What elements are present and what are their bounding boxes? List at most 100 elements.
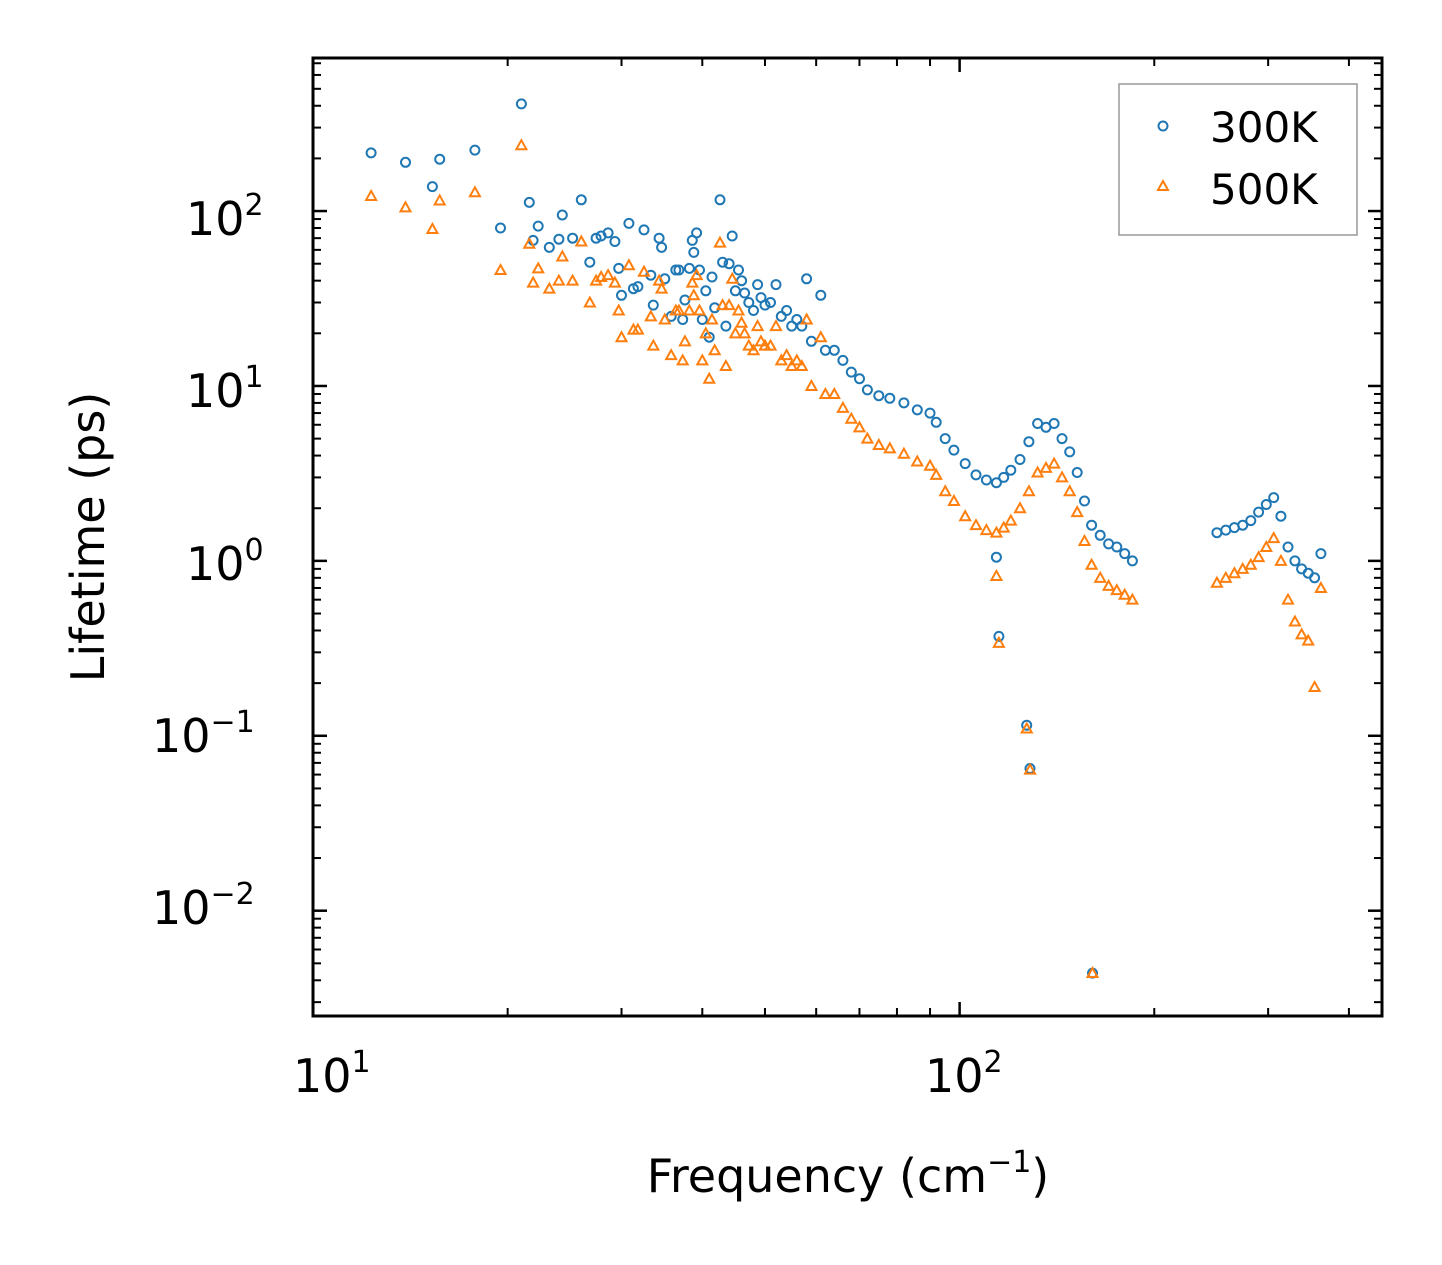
point-300k-1 <box>400 156 411 168</box>
point-300k-88 <box>998 471 1010 483</box>
point-300k-25 <box>638 224 650 236</box>
point-500k-45 <box>707 343 722 356</box>
point-500k-115 <box>1251 550 1266 563</box>
point-500k-7 <box>522 236 536 249</box>
point-300k-104 <box>1126 555 1138 567</box>
legend-500k-marker <box>1156 178 1170 191</box>
point-300k-48 <box>720 320 732 332</box>
point-300k-95 <box>1056 433 1068 445</box>
point-500k-18 <box>601 268 615 281</box>
point-300k-19 <box>609 236 621 247</box>
point-500k-75 <box>860 431 875 444</box>
point-500k-27 <box>646 338 661 351</box>
point-500k-118 <box>1274 553 1288 566</box>
point-300k-83 <box>948 444 960 456</box>
point-300k-89 <box>1005 464 1017 476</box>
point-500k-0 <box>364 188 378 201</box>
point-300k-69 <box>815 289 827 301</box>
point-500k-114 <box>1244 557 1258 570</box>
point-300k-22 <box>623 217 635 229</box>
point-300k-28 <box>653 232 665 244</box>
point-500k-44 <box>705 312 719 325</box>
point-300k-41 <box>696 314 708 325</box>
point-300k-60 <box>765 297 776 308</box>
point-300k-10 <box>543 241 555 253</box>
point-300k-3 <box>434 153 446 165</box>
point-500k-8 <box>526 275 540 288</box>
point-500k-52 <box>731 303 746 316</box>
point-300k-124 <box>1315 548 1327 560</box>
point-300k-87 <box>990 477 1002 489</box>
point-500k-26 <box>644 309 658 322</box>
point-300k-64 <box>786 320 798 332</box>
point-500k-47 <box>715 298 730 311</box>
point-300k-116 <box>1260 499 1272 510</box>
point-500k-30 <box>658 312 672 325</box>
point-500k-120 <box>1288 614 1302 627</box>
point-300k-7 <box>523 196 535 208</box>
point-500k-89 <box>1004 513 1018 526</box>
point-300k-20 <box>613 262 625 274</box>
y-tick-label-0.01: 10−2 <box>152 877 255 935</box>
point-500k-22 <box>622 258 636 271</box>
point-500k-13 <box>565 273 580 286</box>
point-300k-103 <box>1119 548 1131 560</box>
point-300k-97 <box>1071 467 1083 478</box>
point-500k-69 <box>814 330 828 343</box>
point-500k-1 <box>398 200 413 213</box>
point-300k-5 <box>495 222 506 234</box>
point-500k-4 <box>468 185 482 198</box>
point-500k-73 <box>844 411 859 424</box>
x-tick-label-10: 101 <box>293 1045 371 1103</box>
point-300k-44 <box>706 271 718 283</box>
point-500k-94 <box>1047 456 1061 469</box>
point-300k-62 <box>775 310 787 322</box>
point-300k-96 <box>1064 446 1076 458</box>
point-300k-110 <box>1211 527 1223 539</box>
point-300k-56 <box>748 305 759 316</box>
y-tick-label-0.1: 10−1 <box>152 705 255 763</box>
point-500k-38 <box>687 288 701 301</box>
point-500k-5 <box>493 262 508 276</box>
point-500k-99 <box>1084 557 1099 570</box>
point-500k-33 <box>672 303 686 316</box>
point-300k-42 <box>700 285 712 297</box>
point-300k-105 <box>990 551 1002 563</box>
point-300k-90 <box>1014 454 1026 465</box>
point-500k-88 <box>997 520 1011 533</box>
point-300k-13 <box>567 232 579 244</box>
point-500k-65 <box>790 353 804 366</box>
point-500k-70 <box>818 386 833 399</box>
point-500k-15 <box>583 295 597 308</box>
point-500k-72 <box>836 400 850 413</box>
point-300k-27 <box>647 299 659 311</box>
legend-500k-label: 500K <box>1210 165 1319 214</box>
point-500k-31 <box>664 348 678 361</box>
point-300k-100 <box>1094 529 1106 541</box>
point-500k-86 <box>979 523 994 536</box>
point-300k-91 <box>1023 436 1035 448</box>
y-tick-labels: 102 101 100 10−1 10−2 <box>152 188 264 935</box>
point-300k-107 <box>1021 719 1033 731</box>
point-500k-51 <box>728 326 743 339</box>
point-500k-43 <box>702 371 716 384</box>
x-tick-labels: 101 102 <box>293 1045 1003 1103</box>
point-500k-84 <box>958 509 972 522</box>
point-500k-11 <box>552 273 566 286</box>
point-300k-50 <box>726 230 738 242</box>
point-500k-67 <box>799 312 814 325</box>
point-300k-85 <box>970 469 982 481</box>
point-500k-29 <box>654 281 669 294</box>
point-300k-49 <box>723 258 735 270</box>
point-500k-116 <box>1259 539 1273 553</box>
point-300k-81 <box>930 416 942 428</box>
point-500k-39 <box>689 268 704 281</box>
point-500k-48 <box>719 358 733 372</box>
point-300k-33 <box>673 264 685 276</box>
point-500k-19 <box>608 275 622 288</box>
point-500k-108 <box>1023 762 1037 775</box>
point-500k-104 <box>1125 592 1140 605</box>
point-500k-37 <box>685 275 699 288</box>
point-300k-0 <box>365 147 377 159</box>
point-500k-124 <box>1314 580 1328 593</box>
